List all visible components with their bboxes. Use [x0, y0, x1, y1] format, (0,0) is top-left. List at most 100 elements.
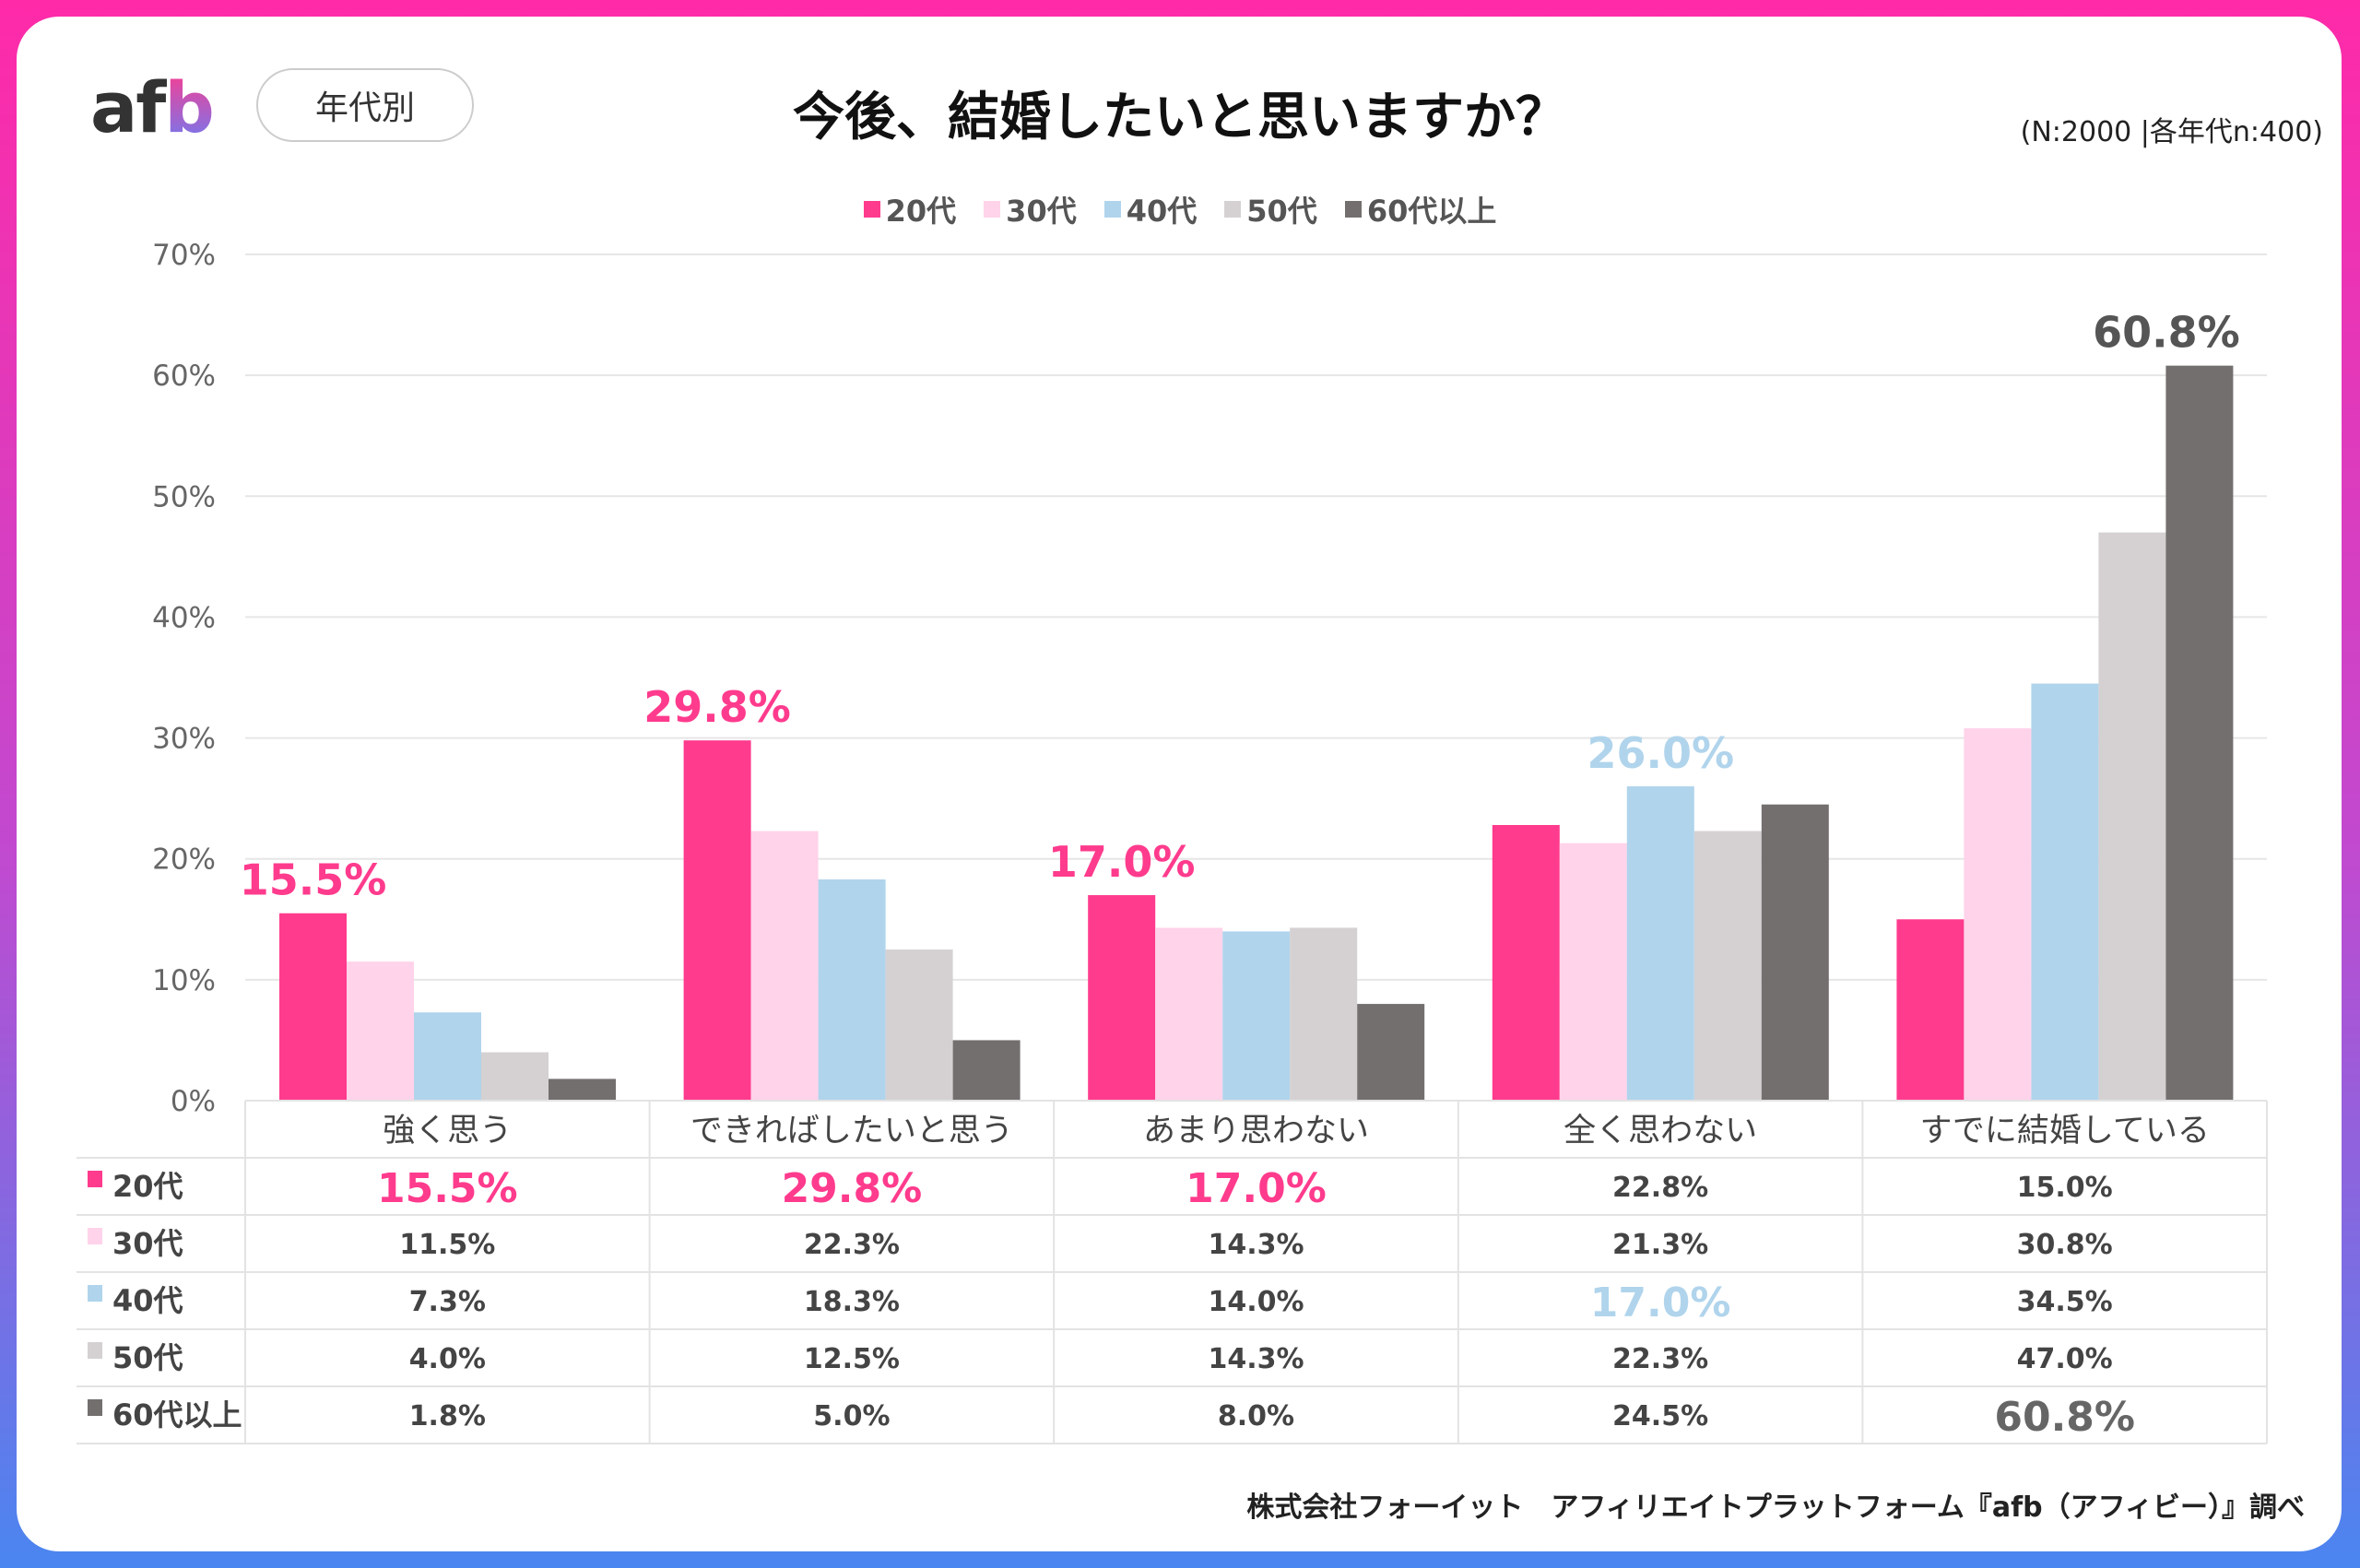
- bar: [952, 1040, 1021, 1101]
- bar: [1761, 804, 1829, 1101]
- table-cell: 15.0%: [2017, 1172, 2113, 1204]
- row-swatch: [88, 1285, 102, 1302]
- legend-swatch: [863, 201, 880, 218]
- row-label: 60代以上: [112, 1397, 242, 1432]
- y-tick-label: 20%: [152, 843, 216, 877]
- source-note: 株式会社フォーイット アフィリエイトプラットフォーム『afb（アフィビー）』調べ: [1246, 1491, 2305, 1524]
- table-cell: 22.8%: [1612, 1172, 1708, 1204]
- table-cell: 11.5%: [399, 1229, 495, 1261]
- bar: [414, 1012, 481, 1101]
- table-cell: 17.0%: [1186, 1165, 1327, 1212]
- row-swatch: [88, 1228, 102, 1244]
- row-label: 40代: [112, 1283, 183, 1318]
- row-label: 50代: [112, 1340, 183, 1375]
- table-cell: 17.0%: [1590, 1279, 1731, 1326]
- table-cell: 5.0%: [813, 1400, 890, 1432]
- table-cell: 14.3%: [1208, 1343, 1304, 1375]
- afb-logo: afb: [90, 66, 215, 148]
- table-cell: 34.5%: [2017, 1286, 2113, 1318]
- bar: [885, 949, 953, 1101]
- legend-label: 60代以上: [1366, 194, 1497, 229]
- legend-swatch: [984, 201, 1001, 218]
- legend-item: 50代: [1224, 188, 1317, 230]
- legend-item: 30代: [984, 188, 1077, 230]
- table-cell: 4.0%: [409, 1343, 486, 1375]
- table-cell: 12.5%: [804, 1343, 900, 1375]
- table-cell: 30.8%: [2017, 1229, 2113, 1261]
- legend: 20代 30代 40代 50代 60代以上: [0, 188, 2360, 230]
- table-cell: 14.0%: [1208, 1286, 1304, 1318]
- bar: [1896, 919, 1965, 1101]
- legend-swatch: [1103, 201, 1121, 218]
- bar: [2031, 683, 2099, 1101]
- age-group-tag: 年代別: [256, 68, 474, 142]
- bar: [481, 1052, 549, 1101]
- table-cell: 8.0%: [1218, 1400, 1294, 1432]
- row-label: 30代: [112, 1226, 183, 1261]
- y-tick-label: 40%: [152, 601, 216, 634]
- legend-swatch: [1344, 201, 1362, 218]
- table-cell: 22.3%: [1612, 1343, 1708, 1375]
- bar: [750, 831, 819, 1101]
- table-cell: 7.3%: [409, 1286, 486, 1318]
- card: [17, 17, 2342, 1551]
- table-cell: 29.8%: [782, 1165, 923, 1212]
- legend-label: 50代: [1246, 194, 1317, 229]
- table-cell: 21.3%: [1612, 1229, 1708, 1261]
- row-swatch: [88, 1342, 102, 1359]
- legend-swatch: [1224, 201, 1242, 218]
- category-label: 全く思わない: [1564, 1113, 1757, 1149]
- row-swatch: [88, 1399, 102, 1416]
- bar: [2165, 365, 2234, 1101]
- bar-data-label: 15.5%: [240, 855, 387, 905]
- bar: [279, 913, 347, 1101]
- table-cell: 1.8%: [409, 1400, 486, 1432]
- bar: [1290, 927, 1358, 1101]
- y-tick-label: 10%: [152, 964, 216, 997]
- bar-data-label: 29.8%: [643, 682, 791, 732]
- table-cell: 22.3%: [804, 1229, 900, 1261]
- legend-item: 20代: [863, 188, 957, 230]
- table-cell: 15.5%: [377, 1165, 518, 1212]
- bar: [818, 879, 886, 1101]
- bar: [1626, 786, 1694, 1101]
- bar: [1088, 895, 1156, 1101]
- table-cell: 47.0%: [2017, 1343, 2113, 1375]
- bar-data-label: 17.0%: [1048, 837, 1196, 887]
- table-cell: 14.3%: [1208, 1229, 1304, 1261]
- legend-label: 40代: [1126, 194, 1198, 229]
- y-tick-label: 30%: [152, 723, 216, 756]
- bar: [1155, 927, 1223, 1101]
- legend-item: 60代以上: [1344, 188, 1497, 230]
- bar: [1964, 728, 2032, 1101]
- bar: [1559, 843, 1627, 1101]
- bar: [1693, 831, 1762, 1101]
- table-cell: 24.5%: [1612, 1400, 1708, 1432]
- legend-label: 20代: [885, 194, 957, 229]
- y-tick-label: 50%: [152, 480, 216, 513]
- bar: [683, 740, 751, 1101]
- bar: [1492, 824, 1560, 1101]
- table-cell: 60.8%: [1994, 1394, 2135, 1441]
- legend-label: 30代: [1006, 194, 1077, 229]
- chart-title: 今後、結婚したいと思いますか？: [793, 88, 1567, 147]
- sample-size: (N:2000 |各年代n:400): [2020, 116, 2323, 148]
- bar: [1222, 931, 1291, 1101]
- y-tick-label: 70%: [152, 239, 216, 272]
- bar: [347, 961, 414, 1101]
- category-label: すでに結婚している: [1920, 1113, 2210, 1149]
- y-tick-label: 60%: [152, 360, 216, 393]
- bar: [1357, 1004, 1425, 1101]
- bar: [2098, 532, 2166, 1101]
- row-swatch: [88, 1171, 102, 1187]
- category-label: あまり思わない: [1143, 1113, 1369, 1149]
- legend-item: 40代: [1103, 188, 1198, 230]
- y-tick-label: 0%: [171, 1085, 216, 1118]
- bar-data-label: 26.0%: [1587, 728, 1735, 778]
- row-label: 20代: [112, 1169, 183, 1204]
- bar-data-label: 60.8%: [2093, 308, 2240, 358]
- table-cell: 18.3%: [804, 1286, 900, 1318]
- bar: [549, 1079, 616, 1101]
- category-label: できればしたいと思う: [690, 1113, 1013, 1149]
